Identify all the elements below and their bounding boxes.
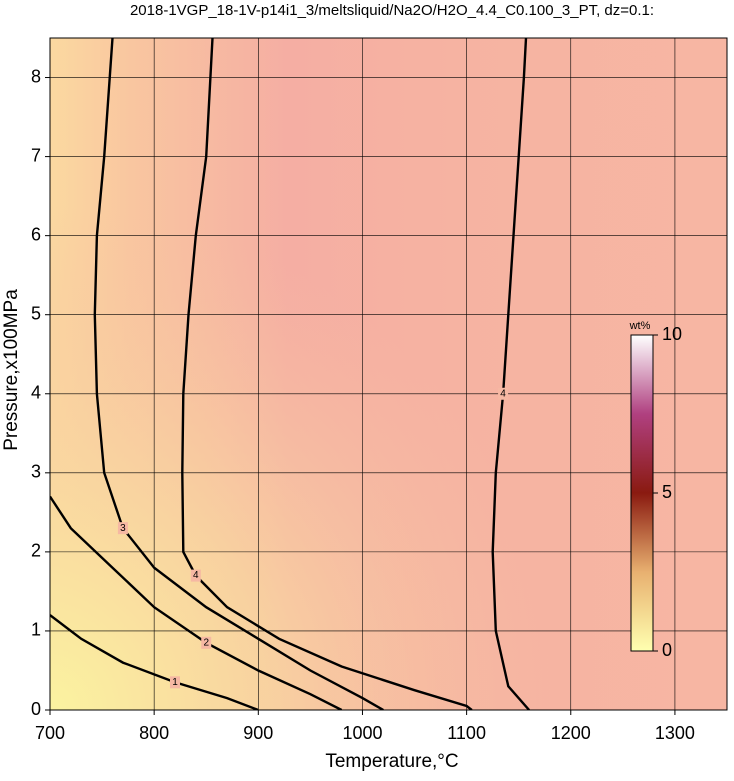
- y-axis-label: Pressure,x100MPa: [1, 289, 22, 451]
- y-tick-label: 6: [31, 224, 41, 244]
- contour-label: 2: [203, 637, 209, 648]
- contour-label-bg: [498, 387, 509, 400]
- contour-line: [50, 495, 343, 710]
- y-tick-label: 1: [31, 620, 41, 640]
- contour-label: 1: [172, 677, 178, 688]
- y-tick-label: 8: [31, 66, 41, 86]
- x-tick-label: 800: [139, 723, 169, 743]
- y-tick-label: 4: [31, 383, 41, 403]
- plot-frame: [49, 37, 728, 711]
- y-tick-label: 2: [31, 541, 41, 561]
- contour-label: 4: [193, 570, 199, 581]
- contour-label-bg: [169, 676, 180, 689]
- colorbar-tick-label: 5: [662, 482, 672, 502]
- x-tick-label: 1100: [447, 723, 486, 743]
- contour-line: [50, 614, 259, 710]
- chart-title: 2018-1VGP_18-1V-p14i1_3/meltsliquid/Na2O…: [130, 2, 654, 19]
- x-axis-label: Temperature,°C: [325, 751, 458, 772]
- colorbar-label: wt%: [629, 320, 651, 332]
- contour-line: [181, 38, 473, 710]
- colorbar-tick-label: 10: [662, 324, 682, 344]
- y-tick-label: 7: [31, 145, 41, 165]
- contour-label: 4: [500, 388, 506, 399]
- x-tick-label: 1300: [655, 723, 695, 743]
- x-tick-label: 900: [243, 723, 273, 743]
- y-tick-label: 0: [31, 699, 41, 719]
- contour-label-bg: [201, 636, 212, 649]
- colorbar: [630, 334, 654, 652]
- contour-label: 3: [120, 523, 126, 534]
- x-tick-label: 1000: [342, 723, 382, 743]
- plot-shading: [50, 38, 727, 710]
- y-tick-label: 3: [31, 462, 41, 482]
- contour-label-bg: [190, 569, 201, 582]
- y-tick-label: 5: [31, 303, 41, 323]
- x-tick-label: 1200: [551, 723, 591, 743]
- colorbar-tick-label: 0: [662, 640, 672, 660]
- x-tick-label: 700: [35, 723, 65, 743]
- contour-label-bg: [117, 522, 128, 535]
